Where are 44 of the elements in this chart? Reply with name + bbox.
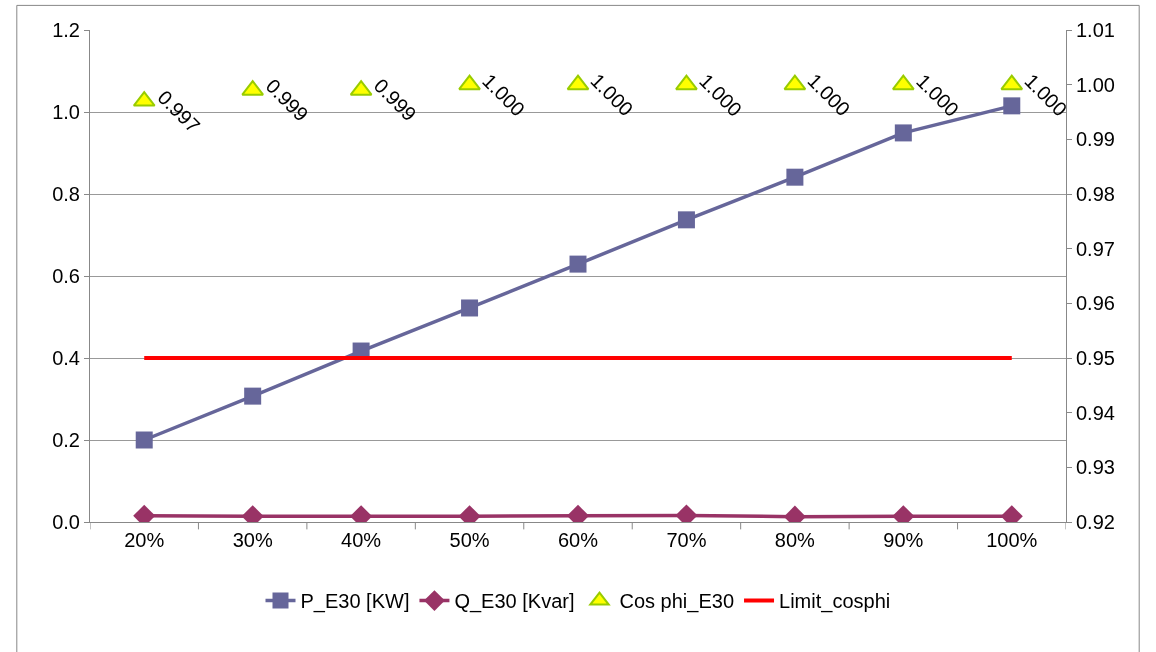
x-tick-label: 90% xyxy=(883,529,924,551)
point xyxy=(569,255,587,273)
x-tick-label: 20% xyxy=(124,529,165,551)
point xyxy=(566,74,590,91)
point xyxy=(675,74,698,91)
x-tick-label: 70% xyxy=(666,529,707,551)
y2-tick-label: 0.99 xyxy=(1076,128,1115,151)
y-tick-label: 1.0 xyxy=(52,101,80,123)
point xyxy=(458,74,481,91)
y2-tick-label: 0.98 xyxy=(1076,183,1115,205)
y-tick-label: 0.2 xyxy=(52,429,80,451)
y2-tick-label: 0.93 xyxy=(1076,456,1115,479)
y-tick-label: 0.0 xyxy=(52,511,80,533)
x-tick-label: 40% xyxy=(341,529,382,551)
y-tick-label: 0.4 xyxy=(52,347,80,369)
x-tick-label: 100% xyxy=(986,529,1038,551)
point xyxy=(677,211,695,229)
y2-tick-label: 1.01 xyxy=(1076,19,1115,41)
y-tick-label: 0.8 xyxy=(52,183,80,205)
point xyxy=(786,168,804,186)
point xyxy=(1003,97,1021,115)
legend-label: Limit_cosphi xyxy=(779,590,891,614)
legend-label: Cos phi_E30 xyxy=(619,590,735,614)
y2-tick-label: 0.95 xyxy=(1076,347,1115,369)
point xyxy=(244,387,262,405)
legend-label: Q_E30 [Kvar] xyxy=(454,590,575,614)
y-tick-label: 1.2 xyxy=(52,19,80,41)
x-tick-label: 60% xyxy=(557,529,599,551)
x-tick-label: 80% xyxy=(774,529,816,551)
y2-tick-label: 0.96 xyxy=(1076,292,1115,315)
point xyxy=(783,74,807,91)
x-tick-label: 30% xyxy=(232,529,273,551)
point xyxy=(461,299,479,317)
y2-tick-label: 0.94 xyxy=(1076,401,1115,424)
point xyxy=(891,74,915,91)
y2-tick-label: 0.92 xyxy=(1076,511,1115,533)
legend-label: P_E30 [KW] xyxy=(300,590,410,614)
point xyxy=(135,431,153,449)
y2-tick-label: 0.97 xyxy=(1076,237,1115,260)
y2-tick-label: 1.00 xyxy=(1076,73,1115,96)
y-tick-label: 0.6 xyxy=(52,265,80,287)
point xyxy=(1000,74,1024,91)
point xyxy=(894,124,912,142)
x-tick-label: 50% xyxy=(449,529,490,551)
